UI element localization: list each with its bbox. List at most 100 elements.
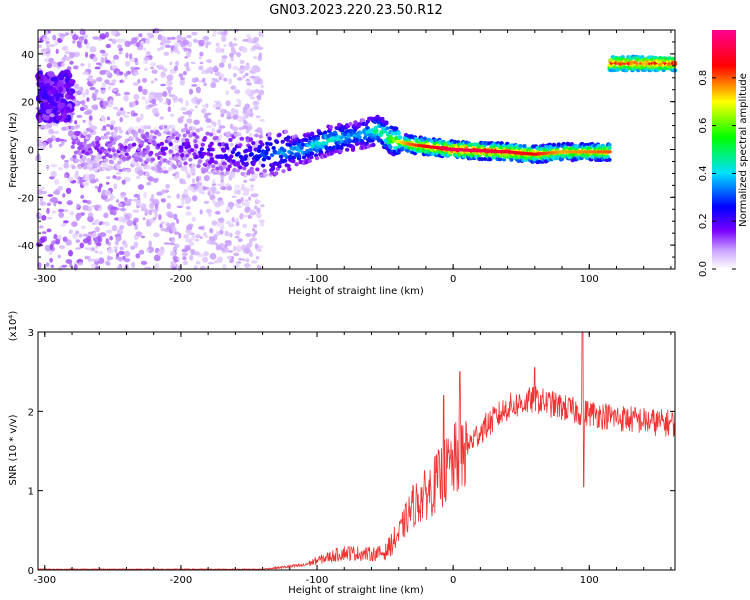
noise-cell	[199, 209, 203, 215]
noise-cell	[135, 231, 143, 237]
ridge-cell	[304, 138, 309, 142]
noise-cell	[173, 261, 177, 267]
noise-cell	[118, 51, 123, 55]
noise-cell	[151, 69, 158, 74]
noise-cell	[82, 238, 90, 244]
noise-cell	[41, 215, 47, 221]
noise-cell	[258, 160, 262, 166]
ridge-cell	[162, 166, 167, 171]
noise-cell	[146, 182, 152, 186]
noise-cell	[198, 39, 205, 46]
noise-cell	[165, 97, 169, 104]
ridge-cell	[315, 136, 320, 141]
noise-cell	[40, 236, 46, 243]
noise-cell	[173, 243, 180, 248]
noise-cell	[260, 85, 264, 88]
noise-cell	[111, 79, 117, 83]
noise-cell	[150, 80, 155, 84]
noise-cell	[253, 81, 261, 85]
noise-cell	[123, 91, 131, 96]
ridge-cell	[248, 137, 254, 142]
noise-cell	[117, 202, 123, 208]
ridge-cell	[281, 169, 286, 174]
ridge-cell	[202, 151, 207, 156]
noise-cell	[124, 250, 131, 257]
noise-cell	[146, 218, 150, 224]
noise-cell	[211, 127, 216, 134]
cluster-cell	[36, 75, 44, 82]
noise-cell	[176, 218, 180, 224]
noise-cell	[246, 206, 251, 212]
noise-cell	[76, 114, 83, 118]
noise-cell	[170, 236, 176, 244]
noise-cell	[80, 194, 85, 199]
ridge-cell	[194, 135, 200, 139]
noise-cell	[215, 191, 221, 195]
noise-cell	[170, 250, 176, 257]
noise-cell	[79, 106, 85, 112]
ridge-cell	[196, 164, 201, 168]
noise-cell	[203, 251, 209, 257]
colorbar-ticks: 0.0 0.2 0.4 0.6 0.8	[698, 70, 736, 277]
noise-cell	[244, 247, 251, 255]
noise-cell	[234, 89, 241, 95]
noise-cell	[101, 81, 107, 89]
noise-cell	[249, 252, 254, 257]
ridge-cell	[294, 162, 299, 167]
y-tick-label: 1	[28, 487, 34, 498]
noise-cell	[228, 63, 232, 70]
noise-cell	[220, 58, 227, 64]
ridge-cell	[72, 154, 77, 159]
ridge-cell	[238, 143, 243, 148]
noise-cell	[229, 52, 234, 58]
noise-cell	[232, 65, 239, 71]
noise-cell	[187, 231, 194, 235]
ridge-cell	[607, 143, 612, 147]
ridge-cell	[339, 146, 344, 150]
noise-cell	[108, 38, 113, 42]
noise-cell	[117, 256, 124, 262]
noise-cell	[75, 170, 79, 176]
noise-cell	[82, 71, 90, 76]
ridge-cell	[191, 126, 196, 131]
noise-cell	[99, 232, 107, 238]
noise-cell	[62, 193, 66, 198]
noise-cell	[226, 111, 231, 117]
noise-cell	[235, 262, 240, 268]
noise-cell	[225, 100, 231, 107]
noise-cell	[210, 82, 217, 89]
noise-cell	[120, 38, 127, 43]
noise-cell	[185, 67, 191, 72]
noise-cell	[58, 208, 64, 213]
noise-cell	[176, 205, 183, 208]
y-tick-label: 0	[28, 146, 34, 157]
noise-cell	[250, 186, 254, 192]
noise-cell	[191, 216, 196, 222]
ridge-cell	[88, 150, 94, 154]
ridge-cell	[237, 132, 242, 137]
noise-cell	[79, 177, 83, 184]
noise-cell	[48, 123, 56, 126]
noise-cell	[46, 216, 53, 220]
noise-cell	[172, 95, 179, 101]
ridge-cell	[543, 156, 548, 161]
noise-cell	[209, 186, 217, 193]
noise-cell	[133, 241, 139, 248]
y-tick-label: -40	[18, 241, 34, 252]
noise-cell	[237, 68, 242, 72]
noise-cell	[188, 241, 195, 247]
noise-cell	[248, 178, 255, 182]
ridge-cell	[208, 132, 214, 137]
ridge-cell	[314, 148, 320, 153]
ridge-cell	[176, 133, 182, 138]
noise-cell	[37, 125, 44, 129]
ridge-cell	[220, 171, 225, 176]
ridge-cell	[267, 131, 272, 136]
noise-cell	[171, 226, 177, 233]
ridge-cell	[111, 148, 116, 153]
noise-cell	[143, 191, 148, 199]
noise-cell	[54, 40, 59, 46]
noise-cell	[103, 212, 109, 219]
noise-cell	[153, 232, 160, 238]
noise-cell	[67, 130, 74, 137]
